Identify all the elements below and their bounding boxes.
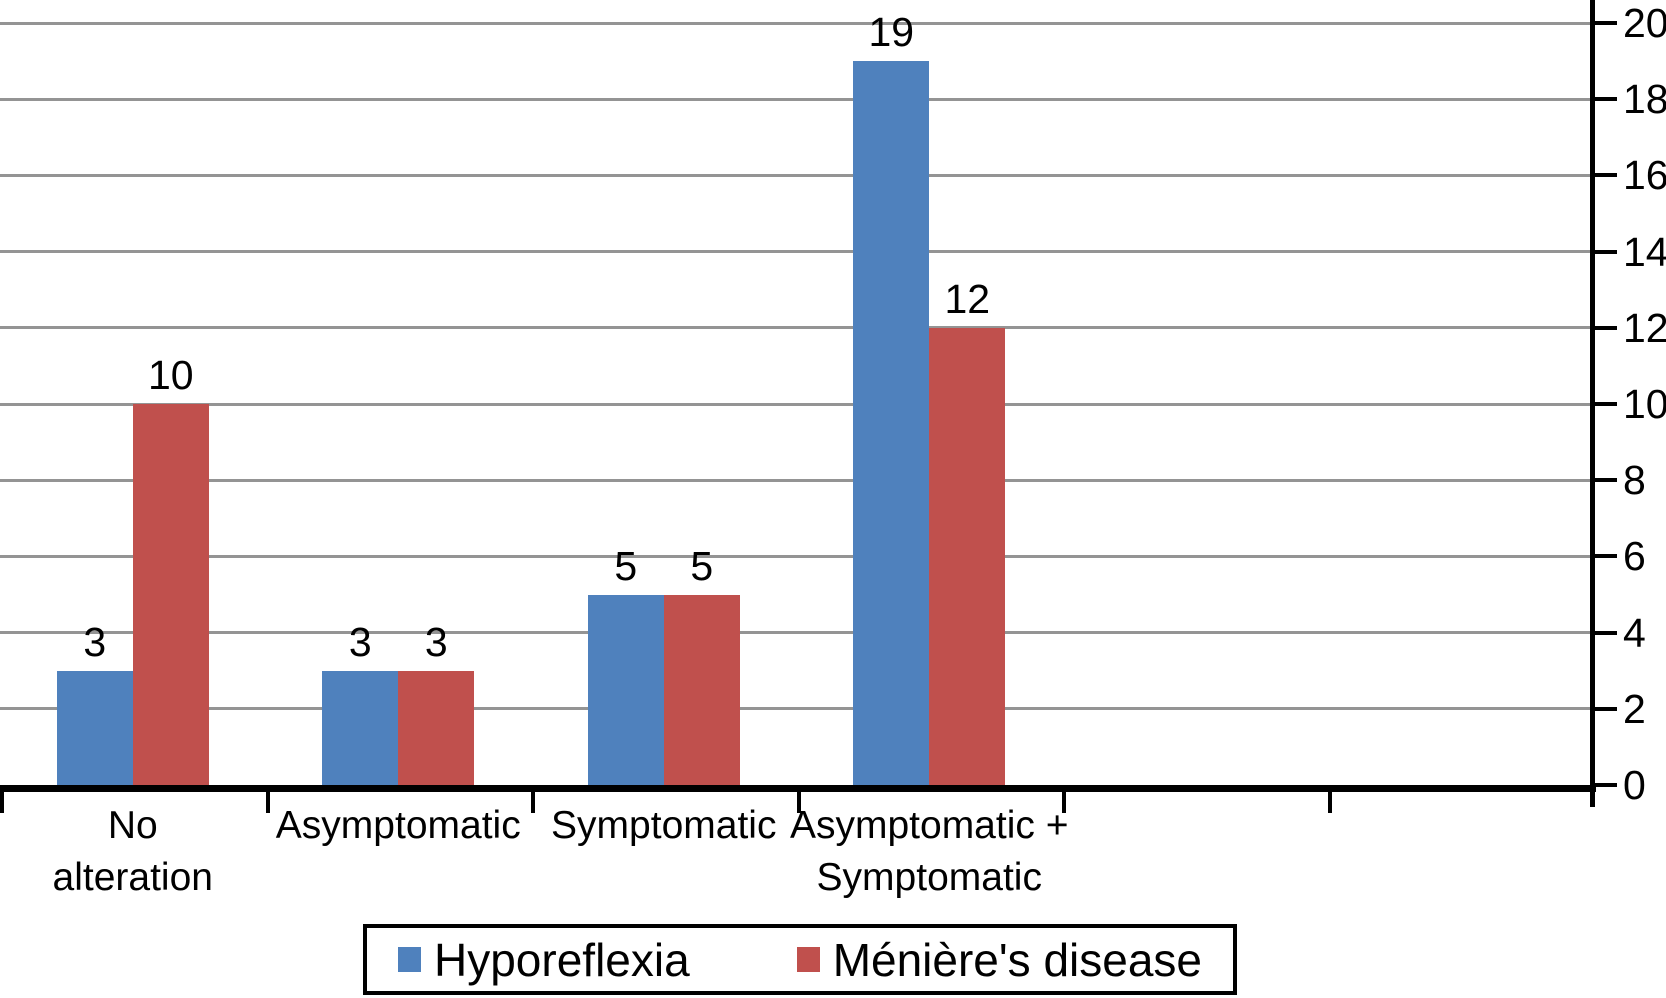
y-axis-tick-label: 16 (1623, 152, 1666, 199)
x-axis-tick (1062, 790, 1066, 813)
x-axis-tick (265, 790, 270, 813)
legend-swatch-hyporeflexia-icon (398, 947, 421, 972)
value-label: 3 (83, 618, 107, 665)
y-axis-tick-label: 0 (1623, 762, 1646, 808)
gridline (0, 97, 1593, 101)
y-axis-tick (1590, 554, 1617, 559)
x-axis-tick (796, 790, 801, 813)
y-axis-tick (1590, 173, 1617, 178)
value-label: 5 (690, 542, 714, 589)
y-axis-tick (1590, 325, 1617, 330)
legend-item-menieres-disease: Ménière's disease (796, 933, 1202, 987)
y-axis-tick-label: 18 (1623, 76, 1666, 123)
y-axis-tick (1590, 97, 1617, 102)
y-axis-tick-label: 20 (1623, 0, 1666, 46)
bar-hyporeflexia-2 (587, 594, 664, 785)
legend: Hyporeflexia Ménière's disease (363, 924, 1237, 995)
bar-hyporeflexia-1 (322, 670, 399, 785)
gridline (0, 250, 1593, 254)
gridline (0, 326, 1593, 330)
category-label-symptomatic: Symptomatic (551, 804, 777, 847)
bar-menieres-3 (929, 327, 1006, 785)
y-axis-tick (1590, 402, 1617, 406)
bar-menieres-1 (398, 670, 475, 785)
legend-swatch-menieres-disease-icon (796, 947, 820, 972)
bar-menieres-0 (132, 404, 209, 785)
value-label: 10 (147, 352, 194, 398)
y-axis-tick (1590, 249, 1617, 254)
y-axis-tick (1590, 783, 1617, 787)
y-axis-tick (1590, 630, 1617, 635)
y-axis-tick-label: 6 (1623, 533, 1646, 580)
gridline (0, 707, 1593, 711)
x-axis-line (0, 785, 1596, 792)
bar-hyporeflexia-3 (853, 61, 930, 785)
category-label-asymptomatic-symptomatic: Asymptomatic + Symptomatic (789, 804, 1069, 900)
x-axis-tick (1327, 790, 1332, 813)
value-label: 3 (424, 618, 448, 665)
value-label: 3 (348, 618, 372, 665)
gridline (0, 402, 1593, 406)
value-label: 12 (944, 275, 991, 322)
y-axis-tick (1590, 706, 1617, 711)
category-label-asymptomatic: Asymptomatic (275, 804, 521, 847)
y-axis-tick-label: 14 (1623, 228, 1666, 275)
category-label-no-alteration: No alteration (52, 804, 213, 900)
legend-label-hyporeflexia: Hyporeflexia (434, 933, 690, 986)
legend-item-hyporeflexia: Hyporeflexia (398, 933, 690, 987)
x-axis-tick (531, 790, 535, 813)
gridline (0, 554, 1593, 558)
bar-menieres-2 (663, 594, 740, 785)
y-axis-tick-label: 10 (1623, 381, 1666, 427)
y-axis-tick-label: 8 (1623, 457, 1646, 504)
y-axis-tick (1590, 478, 1617, 483)
y-axis-tick-label: 2 (1623, 685, 1646, 732)
gridline (0, 631, 1593, 635)
bar-hyporeflexia-0 (56, 670, 133, 785)
legend-label-menieres-disease: Ménière's disease (832, 933, 1202, 986)
gridline (0, 173, 1593, 177)
y-axis-tick-label: 4 (1623, 609, 1646, 656)
value-label: 5 (614, 542, 638, 589)
y-axis-tick-label: 12 (1623, 304, 1666, 351)
gridline (0, 478, 1593, 482)
y-axis-tick (1590, 21, 1617, 25)
gridline (0, 21, 1593, 25)
value-label: 19 (868, 9, 915, 56)
x-axis-tick (0, 790, 4, 813)
